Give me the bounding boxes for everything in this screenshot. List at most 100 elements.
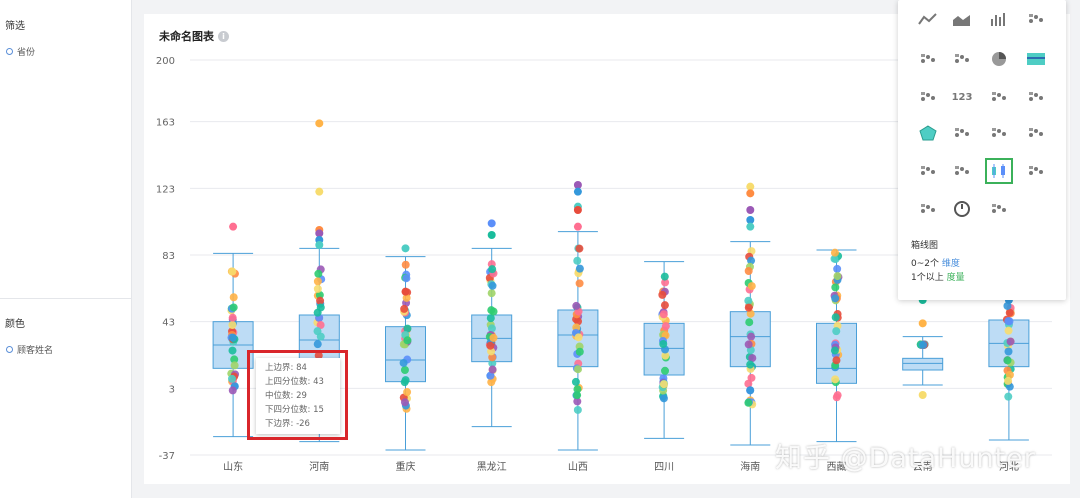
color-field-label: 顾客姓名 [17,346,54,356]
data-point [830,254,839,263]
data-point [316,296,325,305]
dimension-rule-term: 维度 [941,259,960,269]
data-point [402,293,411,302]
data-point [746,360,755,369]
ranking-bar-icon-graphic [955,128,969,137]
funnel-chart-icon-graphic [992,92,1006,101]
data-point [486,314,495,323]
outlier-point [315,241,324,249]
outlier-point [315,119,324,128]
data-point [747,332,756,341]
kpi-number-icon[interactable]: 123 [951,91,973,103]
data-point [488,265,497,274]
gauge-icon[interactable] [948,196,976,222]
bubble-map-icon[interactable] [914,46,942,72]
data-point [831,283,840,292]
x-tick-label: 海南 [740,460,760,473]
sankey-icon[interactable] [1022,158,1050,184]
outlier-point [918,319,927,328]
data-point [831,313,840,322]
data-point [313,284,322,293]
x-tick-label: 山西 [568,461,588,473]
data-point [402,274,411,283]
tree-chart-icon[interactable] [914,196,942,222]
data-point [661,322,670,331]
data-point [573,385,582,394]
data-point [746,309,755,318]
data-point [401,260,410,269]
network-icon[interactable] [985,196,1013,222]
area-chart-icon[interactable] [948,6,976,32]
table-chart-icon-graphic [1027,53,1045,65]
data-point [489,333,498,342]
line-chart-icon[interactable] [914,6,942,32]
data-point [744,379,753,388]
data-point [571,377,580,386]
data-point [745,318,754,327]
filter-field-province[interactable]: 省份 [6,45,35,58]
pie-chart-icon-graphic [992,52,1006,66]
color-field-customer[interactable]: 顾客姓名 [6,343,53,356]
ranking-bar-icon[interactable] [948,120,976,146]
data-point [401,376,410,385]
data-point [746,386,755,395]
info-icon[interactable]: i [218,30,229,42]
data-point [313,277,322,286]
data-point [230,361,239,370]
pictogram-icon-graphic [1029,128,1043,137]
data-point [313,308,322,317]
chart-type-panel: 箱线图 0~2个 维度 1个以上 度量 123 [898,0,1066,300]
funnel-chart-icon[interactable] [985,84,1013,110]
block-chart-icon[interactable] [914,84,942,110]
network-icon-graphic [992,204,1006,213]
x-tick-label: 云南 [913,460,933,473]
table-chart-icon[interactable] [1022,46,1050,72]
boxplot-icon[interactable] [985,158,1013,184]
chart-title-row: 未命名图表 i [159,28,229,44]
data-point [831,294,840,303]
y-tick-label: 83 [162,251,175,262]
filter-section-title: 筛选 [5,21,25,32]
data-point [658,290,667,299]
tooltip-line: 上四分位数: 43 [265,377,324,387]
field-sidebar: 筛选 省份 颜色 顾客姓名 [0,0,132,498]
data-point [575,347,584,356]
data-point [488,353,497,362]
selected-chart-name: 箱线图 [911,241,939,251]
data-point [1005,308,1014,317]
x-tick-label: 河北 [999,461,1019,473]
data-point [1006,337,1015,346]
data-point [575,244,584,253]
rose-chart-icon[interactable] [914,158,942,184]
dimension-rule: 0~2个 维度 [911,256,960,269]
outlier-point [746,189,755,198]
data-point [744,340,753,349]
line-chart-icon-graphic [918,13,937,25]
boxplot-tooltip: 上边界: 84 上四分位数: 43 中位数: 29 下四分位数: 15 下边界: -26 [256,358,340,434]
word-cloud-icon[interactable] [985,120,1013,146]
outlier-point [746,206,755,214]
point-map-icon[interactable] [948,46,976,72]
data-point [228,333,237,342]
field-circle-icon [6,48,13,55]
data-point [228,346,237,355]
horizontal-bar-icon[interactable] [1022,84,1050,110]
chart-title[interactable]: 未命名图表 [159,30,214,43]
data-point [747,256,756,265]
data-point [573,391,582,400]
pie-chart-icon[interactable] [985,46,1013,72]
data-point [400,398,409,407]
radar-chart-icon-graphic [919,125,937,141]
scatter-chart-icon[interactable] [1022,6,1050,32]
data-point [748,354,757,363]
data-point [488,359,497,368]
watermark: 知乎 @DataHunter [775,443,1036,474]
outlier-point [315,187,324,196]
heatmap-table-icon[interactable] [948,158,976,184]
x-tick-label: 重庆 [396,460,416,473]
radar-chart-icon[interactable] [914,120,942,146]
pictogram-icon[interactable] [1022,120,1050,146]
bar-chart-icon[interactable] [985,6,1013,32]
data-point [661,278,670,287]
measure-rule-term: 度量 [946,273,965,283]
